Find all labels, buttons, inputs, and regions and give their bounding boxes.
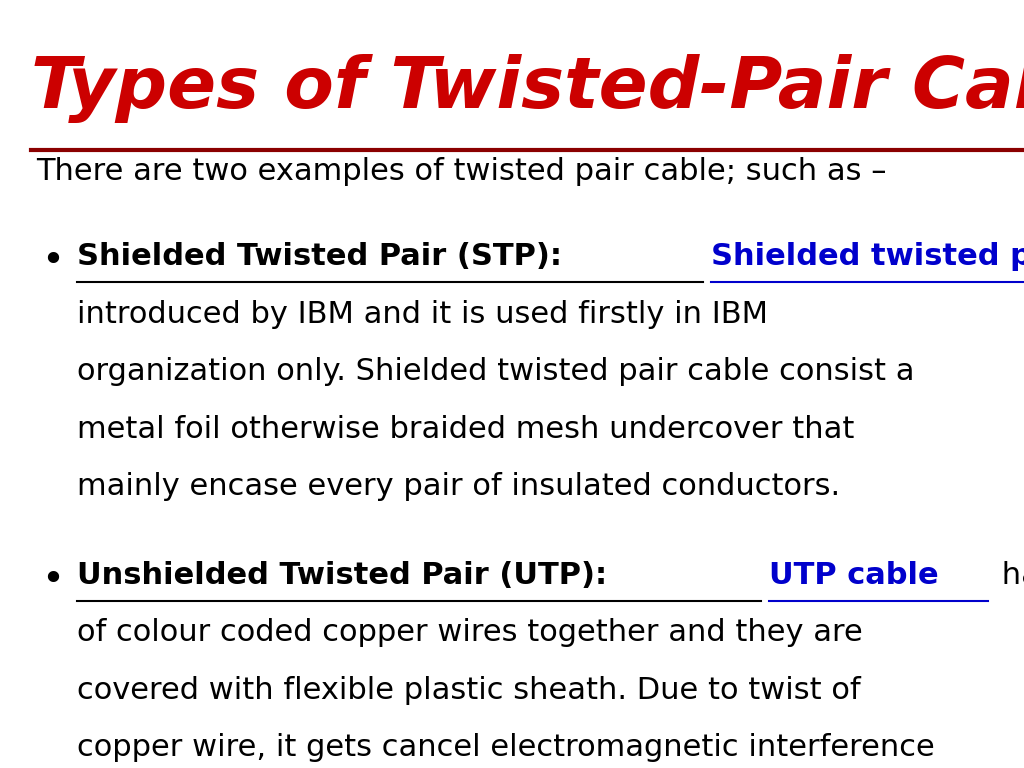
Text: There are two examples of twisted pair cable; such as –: There are two examples of twisted pair c… <box>36 157 887 187</box>
Text: Shielded twisted pair: Shielded twisted pair <box>711 242 1024 271</box>
Text: Types of Twisted-Pair Cables: Types of Twisted-Pair Cables <box>31 54 1024 123</box>
Text: has four pair: has four pair <box>992 561 1024 590</box>
Text: copper wire, it gets cancel electromagnetic interference: copper wire, it gets cancel electromagne… <box>77 733 935 763</box>
Text: Shielded Twisted Pair (STP):: Shielded Twisted Pair (STP): <box>77 242 562 271</box>
Text: of colour coded copper wires together and they are: of colour coded copper wires together an… <box>77 618 862 647</box>
Text: mainly encase every pair of insulated conductors.: mainly encase every pair of insulated co… <box>77 472 840 502</box>
Text: metal foil otherwise braided mesh undercover that: metal foil otherwise braided mesh underc… <box>77 415 854 444</box>
Text: covered with flexible plastic sheath. Due to twist of: covered with flexible plastic sheath. Du… <box>77 676 860 705</box>
Text: introduced by IBM and it is used firstly in IBM: introduced by IBM and it is used firstly… <box>77 300 768 329</box>
Text: organization only. Shielded twisted pair cable consist a: organization only. Shielded twisted pair… <box>77 357 914 386</box>
Text: •: • <box>41 561 63 598</box>
Text: Unshielded Twisted Pair (UTP):: Unshielded Twisted Pair (UTP): <box>77 561 607 590</box>
Text: UTP cable: UTP cable <box>769 561 939 590</box>
Text: •: • <box>41 242 63 280</box>
